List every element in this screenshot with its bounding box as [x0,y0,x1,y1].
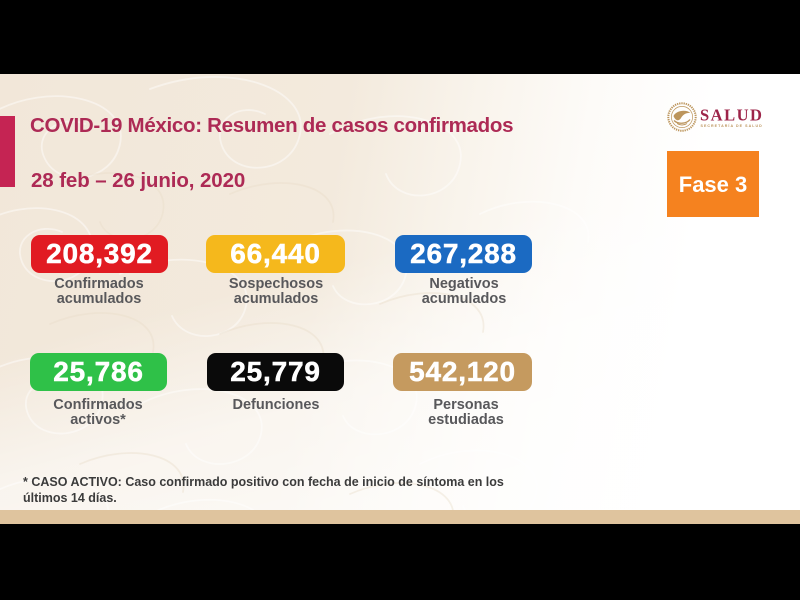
svg-text:SALUD: SALUD [700,106,763,125]
svg-text:SECRETARÍA DE SALUD: SECRETARÍA DE SALUD [701,123,763,128]
